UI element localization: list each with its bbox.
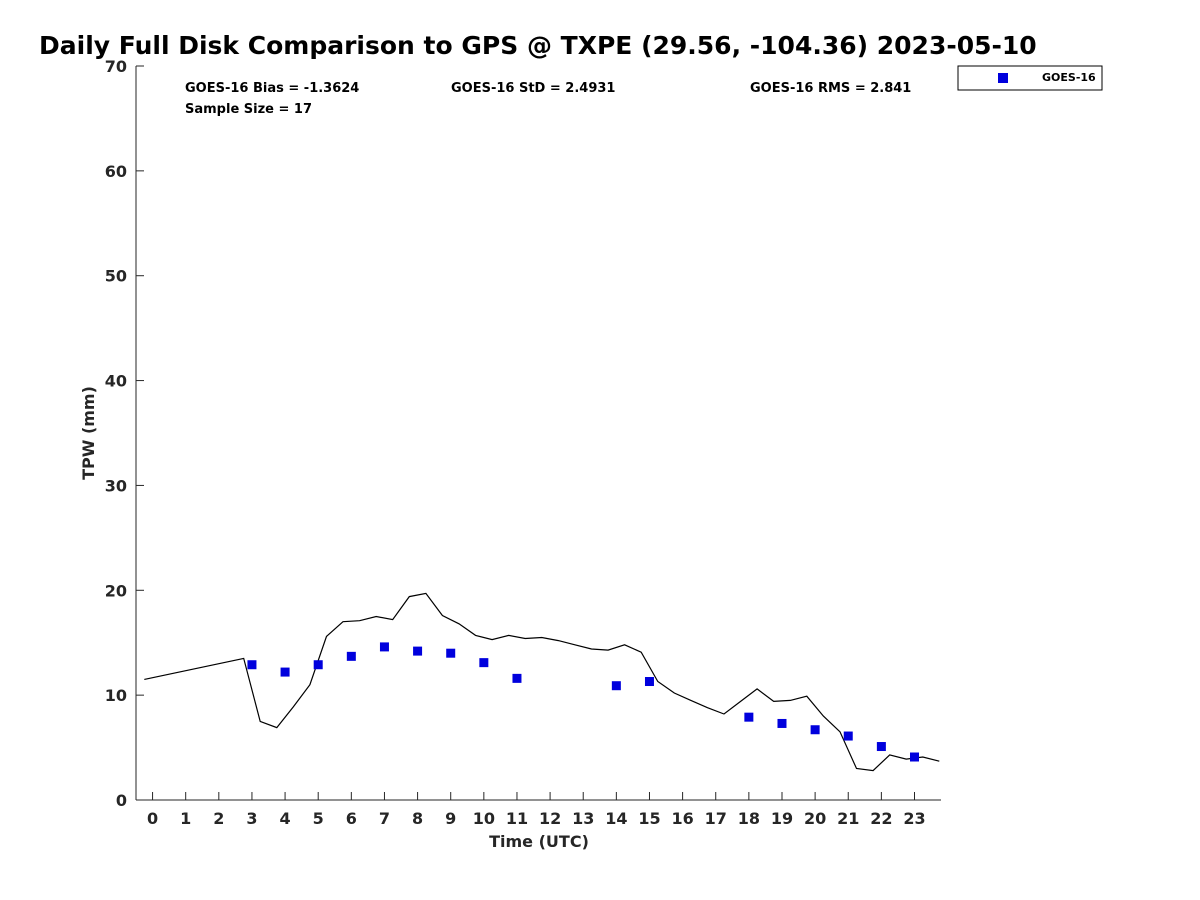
- x-tick-label: 1: [180, 809, 191, 828]
- x-tick-label: 4: [280, 809, 291, 828]
- x-tick-label: 11: [506, 809, 528, 828]
- std-stat: GOES-16 StD = 2.4931: [451, 81, 615, 96]
- y-tick-label: 20: [105, 581, 127, 600]
- goes16-point: [909, 752, 919, 762]
- goes16-point: [843, 731, 853, 741]
- x-tick-label: 17: [705, 809, 727, 828]
- goes16-point: [413, 646, 423, 656]
- y-tick-label: 10: [105, 686, 127, 705]
- goes16-point: [512, 673, 522, 683]
- legend: GOES-16: [957, 65, 1103, 91]
- x-tick-label: 7: [379, 809, 390, 828]
- plot-area: [144, 592, 940, 772]
- x-tick-label: 20: [804, 809, 826, 828]
- goes16-point: [777, 718, 787, 728]
- x-tick-label: 8: [412, 809, 423, 828]
- y-tick-label: 0: [116, 791, 127, 810]
- goes16-point: [313, 660, 323, 670]
- goes16-point: [247, 660, 257, 670]
- y-axis-label: TPW (mm): [79, 386, 98, 480]
- y-tick-label: 40: [105, 372, 127, 391]
- x-tick-label: 18: [738, 809, 760, 828]
- x-tick-label: 16: [671, 809, 693, 828]
- goes16-point: [744, 712, 754, 722]
- legend-label-goes16: GOES-16: [1042, 71, 1096, 84]
- y-tick-label: 60: [105, 162, 127, 181]
- x-tick-label: 12: [539, 809, 561, 828]
- goes16-point: [876, 742, 886, 752]
- x-tick-label: 13: [572, 809, 594, 828]
- y-tick-label: 50: [105, 267, 127, 286]
- goes16-point: [280, 667, 290, 677]
- gps-tpw-line: [144, 592, 940, 772]
- chart-title: Daily Full Disk Comparison to GPS @ TXPE…: [39, 31, 1037, 60]
- y-tick-label: 30: [105, 476, 127, 495]
- x-tick-label: 19: [771, 809, 793, 828]
- x-tick-label: 15: [638, 809, 660, 828]
- goes16-point: [346, 651, 356, 661]
- x-tick-label: 10: [473, 809, 495, 828]
- legend-box: [957, 65, 1103, 91]
- rms-stat: GOES-16 RMS = 2.841: [750, 81, 911, 96]
- goes16-point: [479, 658, 489, 668]
- y-tick-label: 70: [105, 57, 127, 76]
- x-tick-label: 21: [837, 809, 859, 828]
- goes16-point: [379, 642, 389, 652]
- x-tick-label: 23: [903, 809, 925, 828]
- goes16-point: [644, 677, 654, 687]
- x-tick-label: 9: [445, 809, 456, 828]
- x-tick-label: 22: [870, 809, 892, 828]
- x-tick-label: 2: [213, 809, 224, 828]
- sample-size-stat: Sample Size = 17: [185, 102, 312, 117]
- x-tick-label: 6: [346, 809, 357, 828]
- goes16-point: [810, 725, 820, 735]
- x-axis-label: Time (UTC): [489, 832, 589, 851]
- bias-stat: GOES-16 Bias = -1.3624: [185, 81, 359, 96]
- x-tick-label: 5: [313, 809, 324, 828]
- legend-marker-goes16: [998, 73, 1008, 83]
- x-tick-label: 3: [246, 809, 257, 828]
- x-tick-label: 14: [605, 809, 627, 828]
- goes16-point: [446, 648, 456, 658]
- goes16-point: [611, 681, 621, 691]
- x-tick-label: 0: [147, 809, 158, 828]
